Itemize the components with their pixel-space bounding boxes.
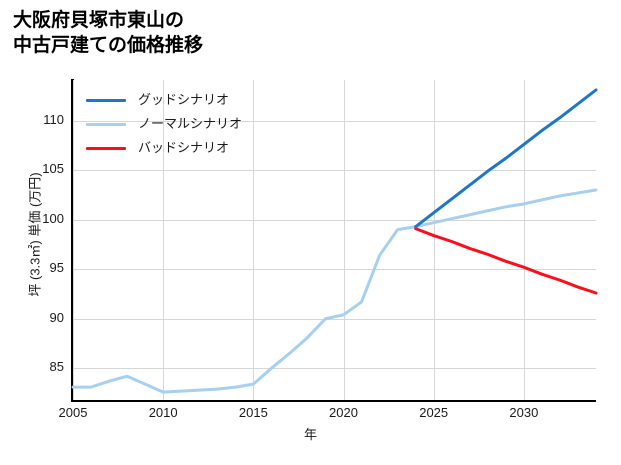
x-axis-tick-label: 2010 [148, 405, 178, 420]
gridline-horizontal [73, 269, 596, 271]
y-axis-tick-label: 85 [49, 359, 64, 375]
legend-item[interactable]: バッドシナリオ [86, 136, 316, 160]
y-axis-tick-label: 100 [42, 210, 64, 226]
legend-item[interactable]: ノーマルシナリオ [86, 112, 316, 136]
gridline-horizontal [73, 170, 596, 172]
y-axis-tick-label: 110 [43, 111, 64, 127]
gridline-horizontal [73, 368, 596, 370]
legend-item-label: ノーマルシナリオ [138, 116, 243, 131]
x-axis-tick-label: 2020 [329, 405, 358, 420]
legend-item[interactable]: グッドシナリオ [86, 88, 316, 112]
gridline-vertical [343, 80, 345, 400]
x-axis-tick-label: 2025 [419, 405, 449, 420]
gridline-horizontal [73, 318, 596, 320]
y-axis-tick-label: 95 [49, 260, 64, 276]
x-axis-tick-label: 2030 [509, 405, 539, 420]
legend-item-label: バッドシナリオ [138, 140, 230, 155]
gridline-horizontal [73, 219, 596, 221]
gridline-vertical [73, 80, 74, 400]
legend-color-swatch [86, 147, 126, 150]
page-title: 大阪府貝塚市東山の 中古戸建ての価格推移 [13, 10, 204, 56]
x-axis-title: 年 [303, 427, 317, 442]
legend-item-label: グッドシナリオ [138, 92, 230, 107]
gridline-vertical [433, 80, 435, 400]
y-axis-title: 坪 (3.3㎡) 単価 (万円) [27, 172, 43, 297]
x-axis-tick-label: 2005 [58, 405, 88, 420]
gridline-horizontal [73, 120, 596, 122]
y-axis-tick-label: 90 [49, 309, 64, 325]
y-axis-tick-label: 105 [42, 161, 64, 177]
legend-color-swatch [86, 123, 126, 126]
gridline-vertical [523, 80, 525, 400]
legend-color-swatch [86, 99, 126, 102]
legend: グッドシナリオ ノーマルシナリオ バッドシナリオ [86, 88, 316, 160]
x-axis-tick-label: 2015 [238, 405, 268, 420]
x-axis-spine [71, 399, 596, 402]
